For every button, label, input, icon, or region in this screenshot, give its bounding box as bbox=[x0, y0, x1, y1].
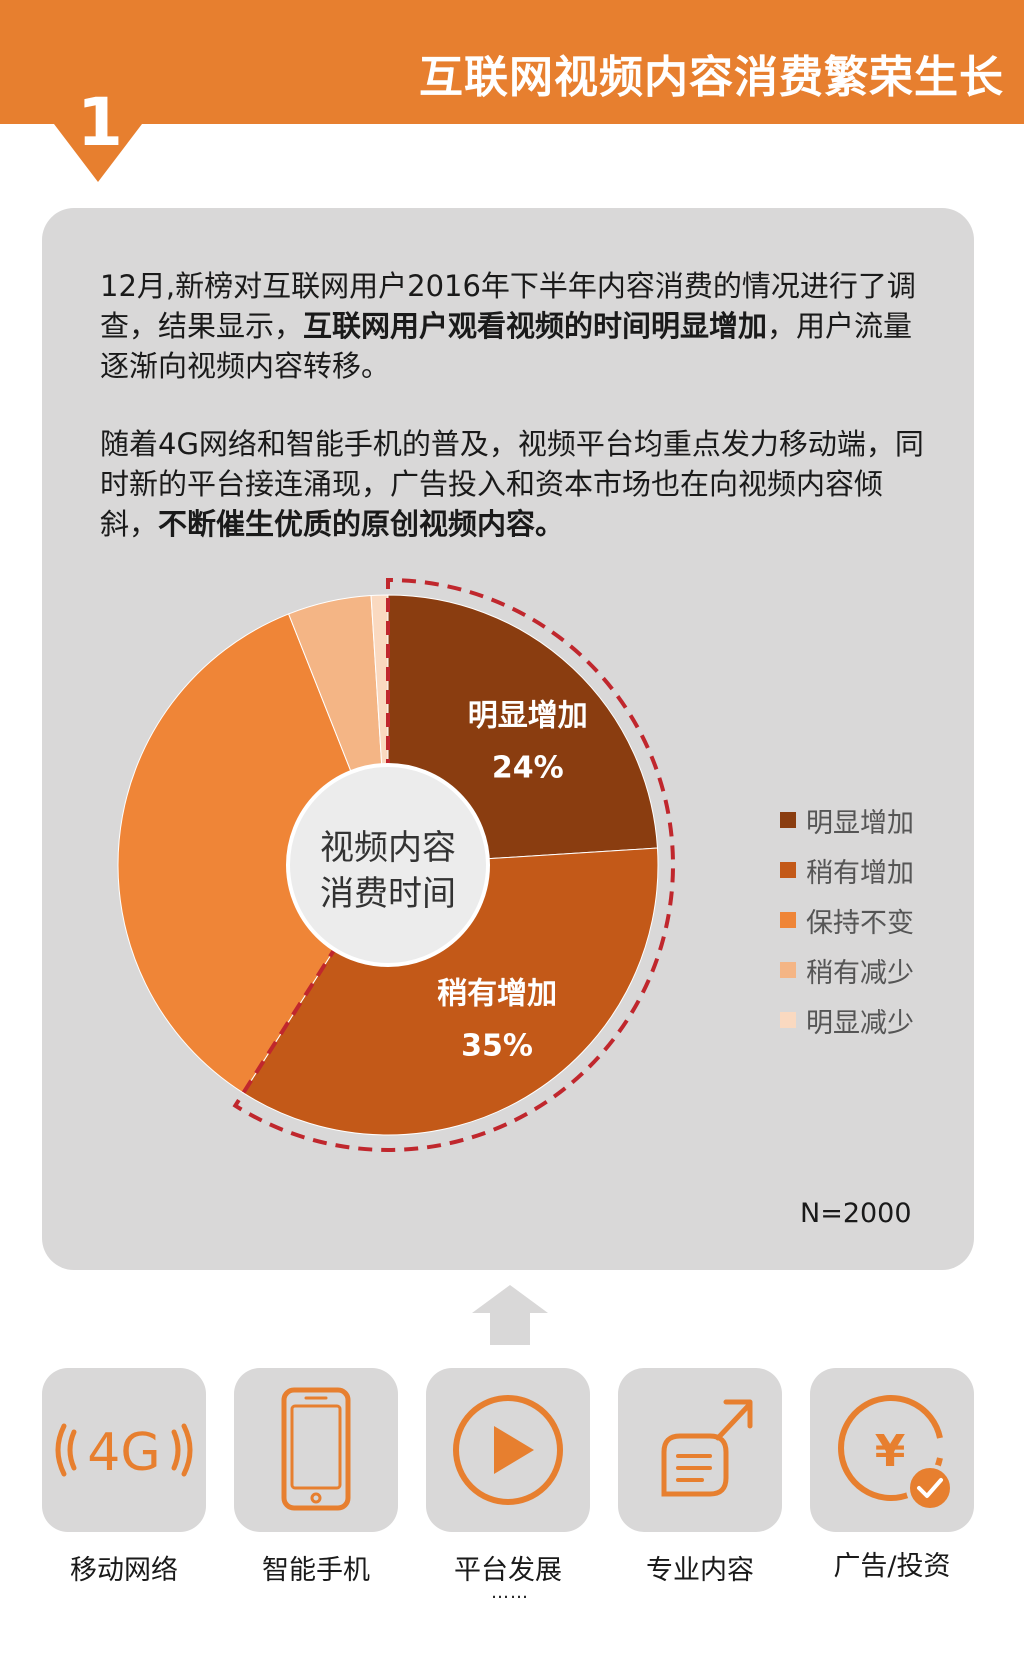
drivers-ellipsis: …… bbox=[491, 1582, 529, 1603]
driver-tile-4g: 4G bbox=[42, 1368, 206, 1532]
section-number: 1 bbox=[77, 84, 123, 161]
up-arrow-icon bbox=[472, 1285, 548, 1345]
legend-swatch bbox=[780, 962, 796, 978]
driver-tile-investment: ¥ bbox=[810, 1368, 974, 1532]
center-label-line2: 消费时间 bbox=[320, 874, 456, 914]
slice-labels: 明显增加 24% 稍有增加 35% bbox=[437, 698, 588, 1063]
chart-legend: 明显增加稍有增加保持不变稍有减少明显减少 bbox=[780, 795, 980, 1045]
driver-label-ads-investment: 广告/投资 bbox=[833, 1551, 951, 1582]
legend-label: 保持不变 bbox=[806, 907, 914, 939]
yuan-coin-icon: ¥ bbox=[838, 1395, 954, 1512]
pie-slice-2 bbox=[117, 613, 389, 1094]
slice-label-1: 稍有增加 bbox=[437, 977, 557, 1012]
intro-text-end: ，用户流量逐渐向视频内容转移。 bbox=[100, 309, 913, 383]
legend-swatch bbox=[780, 812, 796, 828]
intro-text: 随着4G网络和智能手机的普及，视频平台均重点发力移动端，同时新的平台接连涌现，广… bbox=[100, 427, 924, 541]
4g-text: 4G bbox=[87, 1423, 160, 1483]
driver-label-content: 专业内容 bbox=[646, 1555, 754, 1586]
legend-label: 明显减少 bbox=[806, 1007, 914, 1039]
center-circle bbox=[286, 763, 490, 967]
driver-tile-content bbox=[618, 1368, 782, 1532]
play-button-icon bbox=[453, 1395, 563, 1505]
header-notch bbox=[0, 0, 180, 182]
legend-swatch bbox=[780, 912, 796, 928]
legend-item-0: 明显增加 bbox=[780, 795, 980, 845]
intro-paragraph-1: 12月,新榜对互联网用户2016年下半年内容消费的情况进行了调查，结果显示，互联… bbox=[100, 266, 930, 386]
intro-highlight: 互联网用户观看视频的时间明显增加 bbox=[303, 309, 768, 343]
content-growth-icon bbox=[661, 1399, 753, 1497]
yuan-symbol: ¥ bbox=[875, 1426, 906, 1477]
pie-slice-1 bbox=[242, 847, 659, 1136]
driver-label-platform: 平台发展 bbox=[454, 1555, 562, 1586]
4g-signal-icon: 4G bbox=[55, 1423, 193, 1483]
legend-item-4: 明显减少 bbox=[780, 995, 980, 1045]
driver-tile-platform bbox=[426, 1368, 590, 1532]
highlight-dashed-outline bbox=[232, 577, 675, 1152]
legend-label: 稍有减少 bbox=[806, 957, 914, 989]
driver-label-mobile-network: 移动网络 bbox=[70, 1555, 178, 1586]
sample-size: N=2000 bbox=[800, 1198, 912, 1229]
page-title: 互联网视频内容消费繁荣生长 bbox=[419, 52, 1004, 103]
intro-paragraph-2: 随着4G网络和智能手机的普及，视频平台均重点发力移动端，同时新的平台接连涌现，广… bbox=[100, 424, 930, 544]
intro-text: 12月,新榜对互联网用户2016年下半年内容消费的情况进行了调查，结果显示， bbox=[100, 269, 916, 343]
legend-label: 明显增加 bbox=[806, 807, 914, 839]
smartphone-icon bbox=[281, 1387, 351, 1511]
legend-swatch bbox=[780, 862, 796, 878]
pie-chart: 明显增加 24% 稍有增加 35% 视频内容 消费时间 bbox=[117, 577, 675, 1152]
slice-value-1: 35% bbox=[461, 1029, 533, 1064]
legend-item-3: 稍有减少 bbox=[780, 945, 980, 995]
intro-highlight: 不断催生优质的原创视频内容。 bbox=[158, 507, 565, 541]
center-label-line1: 视频内容 bbox=[320, 828, 456, 868]
driver-tile-smartphone bbox=[234, 1368, 398, 1532]
legend-swatch bbox=[780, 1012, 796, 1028]
legend-label: 稍有增加 bbox=[806, 857, 914, 889]
driver-label-smartphone: 智能手机 bbox=[262, 1555, 370, 1586]
legend-item-1: 稍有增加 bbox=[780, 845, 980, 895]
slice-label-0: 明显增加 bbox=[468, 698, 588, 733]
slice-value-0: 24% bbox=[492, 750, 564, 785]
legend-item-2: 保持不变 bbox=[780, 895, 980, 945]
